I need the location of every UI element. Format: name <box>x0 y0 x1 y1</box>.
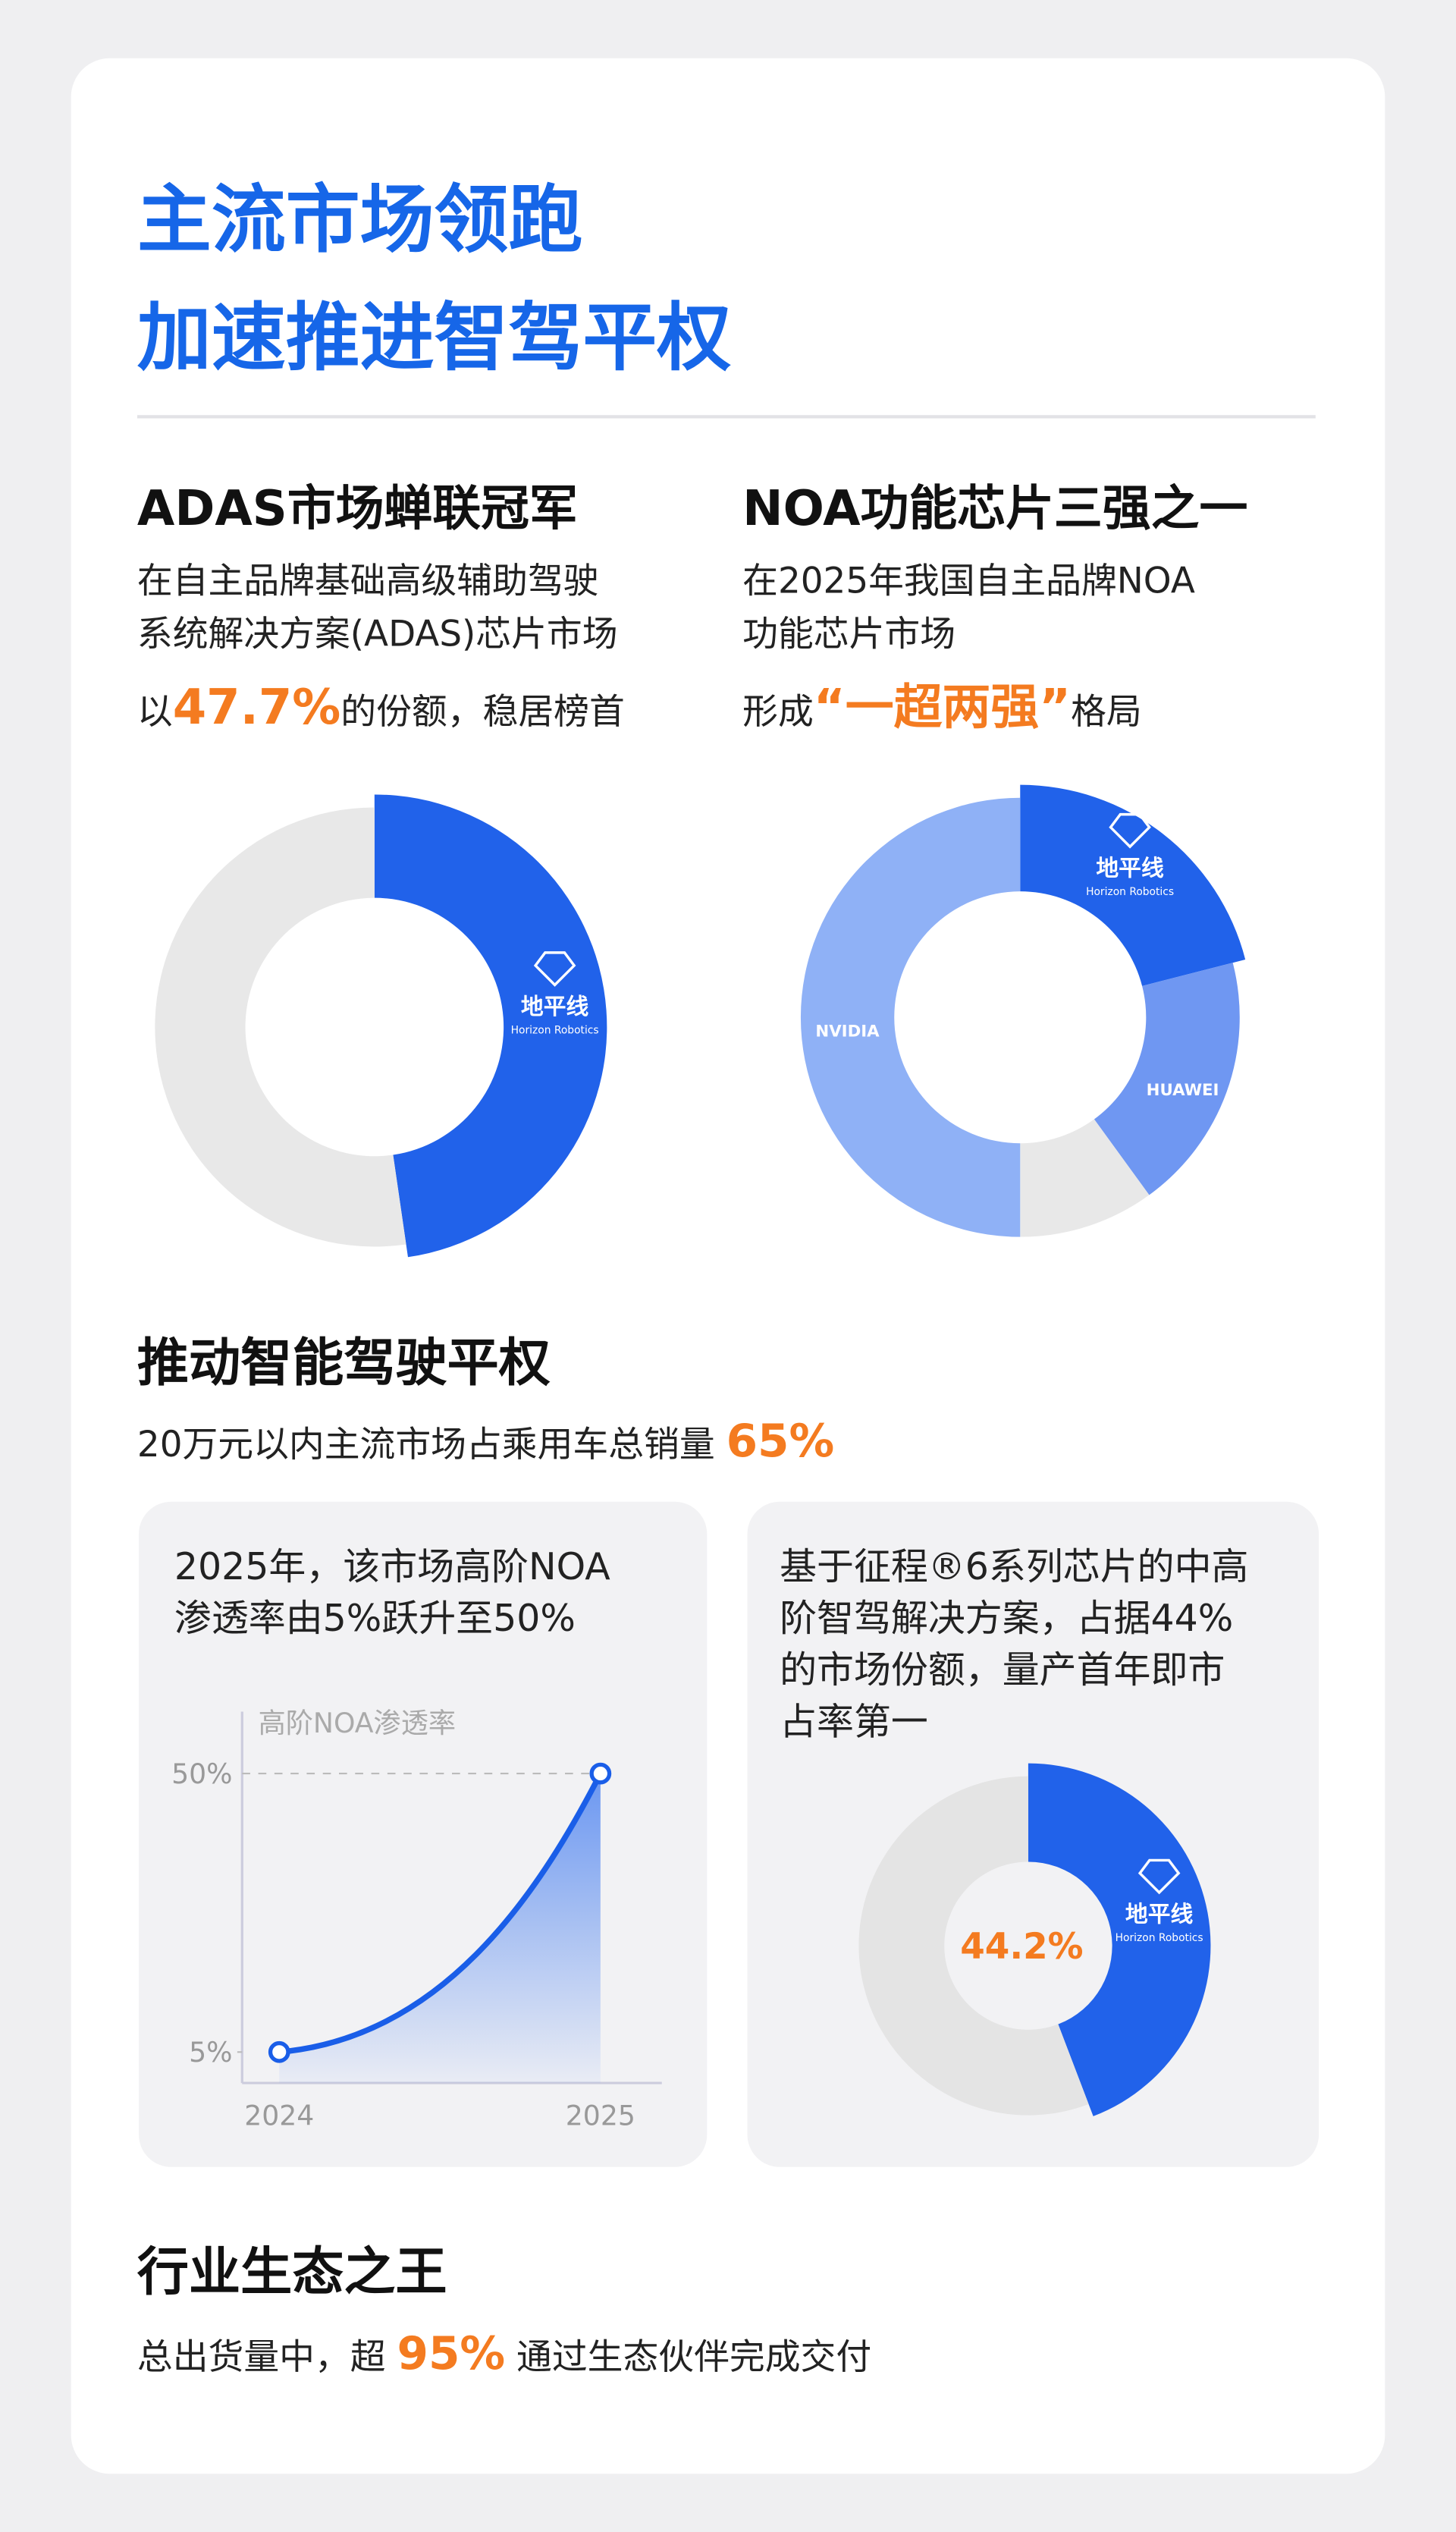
x-tick-label: 2024 <box>244 2099 314 2131</box>
text-line: 20万元以内主流市场占乘用车总销量 65% <box>137 1415 834 1468</box>
text-span: 的份额，稳居榜首 <box>340 692 625 733</box>
logo-icon <box>533 951 576 987</box>
segment-sublabel: Horizon Robotics <box>511 1024 599 1036</box>
title-line: 加速推进智驾平权 <box>137 295 731 382</box>
text-span: 系统解决方案(ADAS)芯片市场 <box>137 614 618 655</box>
donut-segment <box>1020 1119 1150 1237</box>
highlight: 95% <box>397 2328 506 2380</box>
point <box>589 1762 612 1785</box>
point <box>268 2040 290 2063</box>
segment-sublabel: Horizon Robotics <box>1086 886 1174 898</box>
text-line: 在自主品牌基础高级辅助驾驶 <box>137 561 599 602</box>
segment-label: 地平线 <box>521 994 589 1020</box>
segment-label: 地平线 <box>1096 856 1164 882</box>
text-span: 形成 <box>742 692 814 733</box>
title-line: 主流市场领跑 <box>137 177 582 264</box>
text-line: 在2025年我国自主品牌NOA <box>742 561 1195 602</box>
section-heading: 推动智能驾驶平权 <box>137 1334 551 1393</box>
text-span: 2025年，该市场高阶NOA <box>174 1545 610 1588</box>
line <box>278 1772 604 2055</box>
text-line: 功能芯片市场 <box>742 614 956 655</box>
y-tick-label: 50% <box>171 1758 232 1790</box>
logo-icon <box>1138 1858 1181 1895</box>
text-line: 系统解决方案(ADAS)芯片市场 <box>137 614 618 655</box>
text-line: 以47.7%的份额，稳居榜首 <box>137 680 625 736</box>
text-span: 占率第一 <box>780 1700 928 1743</box>
text-line: 渗透率由5%跃升至50% <box>174 1597 576 1640</box>
text-span: 格局 <box>1071 692 1142 733</box>
highlight: 65% <box>726 1415 835 1468</box>
donut-segment <box>1028 1763 1211 2116</box>
highlight: “一超两强” <box>814 680 1071 736</box>
segment-label: HUAWEI <box>1147 1081 1219 1100</box>
segment-sublabel: Horizon Robotics <box>1116 1932 1203 1944</box>
x-tick-label: 2025 <box>566 2099 635 2131</box>
text-span: 在自主品牌基础高级辅助驾驶 <box>137 561 599 602</box>
text-span: 渗透率由5%跃升至50% <box>174 1597 576 1640</box>
text-line: 的市场份额，量产首年即市 <box>780 1648 1225 1692</box>
text-span: 以 <box>137 692 173 733</box>
logo-icon <box>1109 812 1151 849</box>
text-span: 通过生态伙伴完成交付 <box>505 2337 871 2378</box>
text-span: 在2025年我国自主品牌NOA <box>742 561 1195 602</box>
text-span: 20万元以内主流市场占乘用车总销量 <box>137 1425 726 1465</box>
segment-label: 地平线 <box>1125 1901 1194 1927</box>
donut-segment <box>1020 784 1246 986</box>
section-heading: 行业生态之王 <box>137 2243 447 2303</box>
axis-label: 高阶NOA渗透率 <box>259 1707 457 1739</box>
text-line: 阶智驾解决方案，占据44% <box>780 1597 1233 1640</box>
section-heading: NOA功能芯片三强之一 <box>742 481 1247 537</box>
text-line: 总出货量中，超 95% 通过生态伙伴完成交付 <box>137 2328 871 2380</box>
donut-segment <box>858 1776 1089 2116</box>
donut-segment <box>155 807 406 1247</box>
highlight: 47.7% <box>173 680 341 736</box>
text-span: 阶智驾解决方案，占据44% <box>780 1597 1233 1640</box>
section-heading: ADAS市场蝉联冠军 <box>137 481 578 537</box>
text-line: 形成“一超两强”格局 <box>742 680 1142 736</box>
donut-segment <box>1094 963 1240 1195</box>
area <box>279 1773 601 2084</box>
text-span: 的市场份额，量产首年即市 <box>780 1648 1225 1692</box>
text-line: 占率第一 <box>780 1700 928 1743</box>
text-line: 基于征程®6系列芯片的中高 <box>780 1545 1248 1588</box>
text-span: 基于征程®6系列芯片的中高 <box>780 1545 1248 1588</box>
text-span: 总出货量中，超 <box>137 2337 397 2378</box>
text-line: 2025年，该市场高阶NOA <box>174 1545 610 1588</box>
donut-segment <box>374 794 607 1258</box>
donut-segment <box>800 797 1021 1237</box>
value-label: 44.2% <box>960 1927 1083 1968</box>
segment-label: NVIDIA <box>815 1023 880 1041</box>
text-span: 功能芯片市场 <box>742 614 956 655</box>
y-tick-label: 5% <box>189 2036 232 2069</box>
